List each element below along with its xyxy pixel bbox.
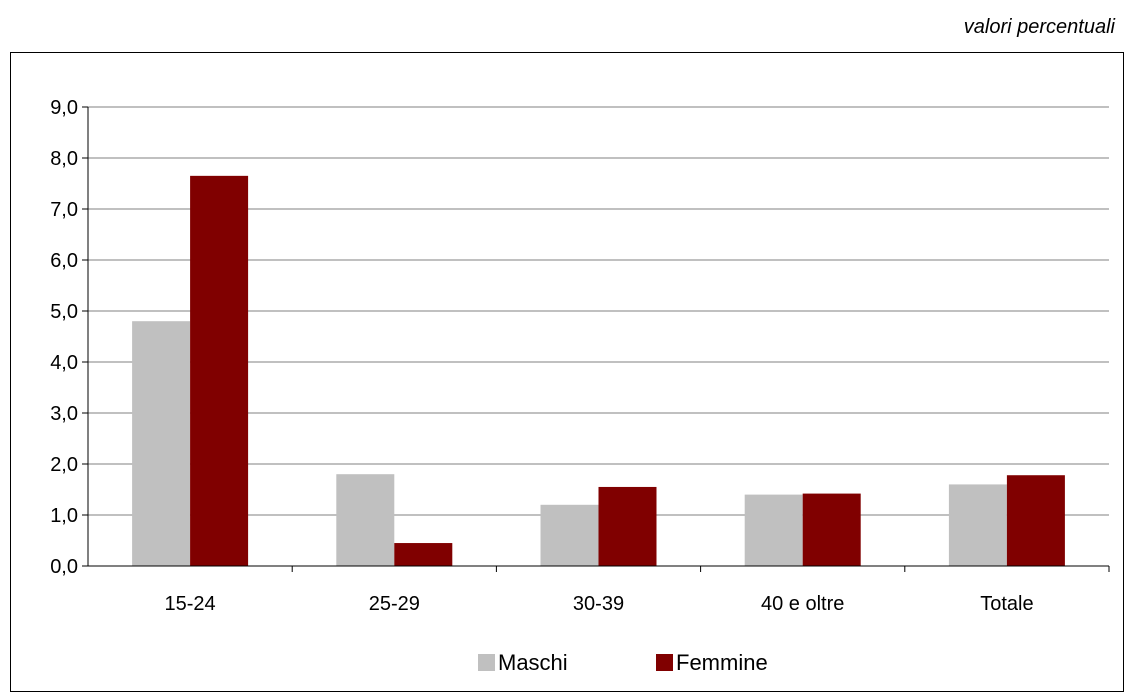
y-tick-label: 5,0 — [50, 301, 78, 323]
bar-maschi-totale — [948, 484, 1007, 566]
legend-label-femmine: Femmine — [676, 650, 768, 675]
bar-femmine-25-29 — [394, 543, 453, 566]
bars — [132, 175, 1065, 566]
axes — [87, 107, 1109, 567]
y-tick-label: 2,0 — [50, 454, 78, 476]
x-tick-label: 40 e oltre — [761, 593, 844, 615]
y-tick-label: 3,0 — [50, 403, 78, 425]
y-tick-label: 7,0 — [50, 199, 78, 221]
y-tick-label: 1,0 — [50, 505, 78, 527]
bar-maschi-25-29 — [336, 474, 395, 566]
bar-femmine-30-39 — [598, 486, 657, 566]
y-tick-label: 0,0 — [50, 556, 78, 578]
x-tick-label: 25-29 — [369, 593, 420, 615]
bar-maschi-30-39 — [540, 504, 599, 566]
legend: Maschi Femmine — [478, 650, 768, 675]
gridlines — [88, 106, 1109, 516]
x-tick-label: Totale — [980, 593, 1033, 615]
bar-femmine-40-e-oltre — [802, 493, 861, 566]
y-axis-ticks: 0,0 1,0 2,0 3,0 4,0 5,0 6,0 7,0 8,0 9,0 — [50, 97, 88, 578]
legend-swatch-femmine — [656, 654, 673, 671]
y-tick-label: 8,0 — [50, 148, 78, 170]
bar-maschi-40-e-oltre — [744, 494, 803, 566]
y-tick-label: 6,0 — [50, 250, 78, 272]
bar-femmine-totale — [1006, 475, 1065, 566]
y-tick-label: 9,0 — [50, 97, 78, 119]
y-tick-label: 4,0 — [50, 352, 78, 374]
legend-swatch-maschi — [478, 654, 495, 671]
bar-maschi-15-24 — [132, 321, 191, 566]
units-caption: valori percentuali — [963, 16, 1115, 38]
bar-femmine-15-24 — [190, 175, 249, 566]
x-tick-label: 15-24 — [165, 593, 216, 615]
x-tick-label: 30-39 — [573, 593, 624, 615]
x-axis-ticks: 15-24 25-29 30-39 40 e oltre Totale — [165, 566, 1110, 615]
legend-label-maschi: Maschi — [498, 650, 568, 675]
